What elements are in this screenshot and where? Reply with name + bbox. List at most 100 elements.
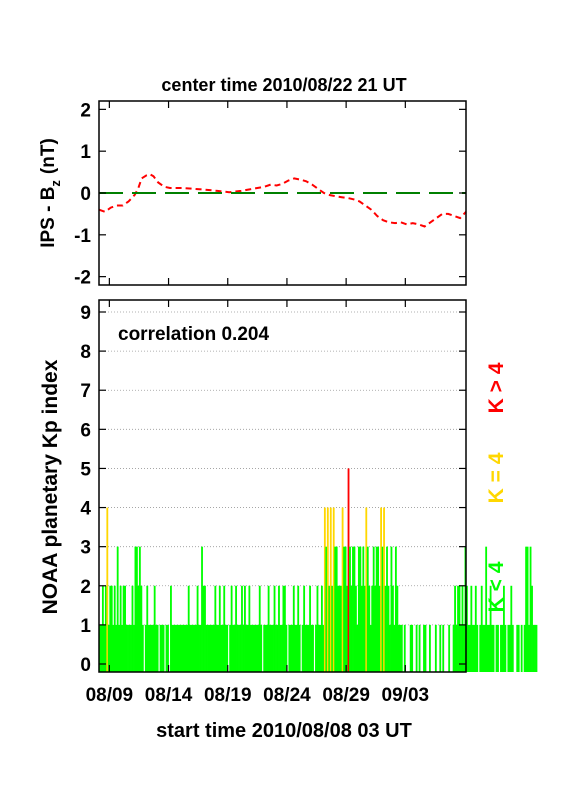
kp-bar [172,624,175,672]
kp-bar [511,624,514,672]
kp-bar [386,546,388,672]
kp-bar [252,624,255,672]
top-y-tick-label: 2 [80,100,91,121]
kp-bar [248,585,251,672]
kp-bar [387,585,390,672]
kp-bar [384,585,387,672]
kp-bar [175,624,178,672]
kp-bar [178,624,181,672]
kp-bar [192,624,195,672]
kp-bar [292,585,295,672]
kp-bar [334,546,337,672]
kp-bar [149,624,152,672]
kp-bar [155,624,158,672]
bottom-panel-bars [99,468,538,672]
kp-bar [224,624,227,672]
kp-bar [251,624,254,672]
bottom-panel-y-label: NOAA planetary Kp index [39,359,62,614]
kp-bar [491,624,493,672]
kp-bar [276,624,279,672]
kp-bar [272,624,274,672]
kp-bar [202,585,205,672]
kp-bar [174,624,177,672]
top-panel-y-label-sub: z [48,180,63,187]
kp-bar [283,585,286,672]
kp-bar [221,624,224,672]
kp-bar [201,546,203,672]
kp-bar [320,585,323,672]
kp-bar [199,624,202,672]
kp-bar [146,585,149,672]
kp-bar [230,585,233,672]
kp-bar [392,585,394,672]
bottom-y-tick-label: 1 [80,616,91,637]
kp-bar [187,585,190,672]
kp-bar [103,624,106,672]
kp-bar [517,624,520,672]
top-panel-y-label-unit: (nT) [38,138,59,174]
top-panel: center time 2010/08/22 21 UT 2 1 0 -1 -2 IPS… [38,75,467,289]
kp-bar [249,624,252,672]
kp-bar [264,624,267,672]
kp-bar [255,624,258,672]
kp-bar [389,624,391,672]
kp-bar [393,624,396,672]
bottom-x-tick-label: 09/03 [382,685,430,706]
kp-bar [452,624,455,672]
kp-bar [242,624,245,672]
kp-bar [378,585,381,672]
kp-bar [297,585,300,672]
kp-bar [211,624,214,672]
kp-bar [220,624,223,672]
kp-bar [301,624,304,672]
kp-bar [134,546,137,672]
kp-bar [473,624,476,672]
kp-bar [181,624,184,672]
kp-bar [281,624,283,672]
kp-bar [218,585,221,672]
kp-bar [523,624,526,672]
kp-bar [122,585,125,672]
kp-bar [130,624,132,672]
kp-bar [350,585,353,672]
bottom-y-tick-label: 6 [80,420,91,441]
kp-bar [346,585,348,672]
kp-bar [368,585,371,672]
kp-bar [340,585,343,672]
kp-bar [233,624,236,672]
kp-bar [171,624,174,672]
kp-bar [352,546,354,672]
kp-bar [377,546,380,672]
kp-bar [458,585,461,672]
kp-bar [400,624,403,672]
kp-bar [212,624,215,672]
kp-bar [461,585,464,672]
kp-bar [289,624,292,672]
kp-bar [360,585,363,672]
kp-bar [328,585,331,672]
kp-bar [409,624,412,672]
bottom-panel-grid [99,311,466,626]
kp-bar [529,546,532,672]
kp-bar [492,624,495,672]
kp-bar [153,585,156,672]
kp-bar [380,507,382,672]
kp-bar [184,624,187,672]
kp-bar [205,624,208,672]
kp-bar [133,624,135,672]
kp-bar [107,624,110,672]
kp-bar [204,585,206,672]
kp-bar [260,624,263,672]
bottom-panel-y-ticks: 9 8 7 6 5 4 3 2 1 0 [80,303,466,676]
kp-bar [474,585,477,672]
ips-bz-series-line [98,173,467,228]
kp-bar [128,624,131,672]
kp-bar [497,624,499,672]
kp-bar [415,624,418,672]
kp-bar [332,507,335,672]
kp-bar [326,507,329,672]
kp-bar [159,624,162,672]
kp-bar [322,624,325,672]
kp-bar [483,624,486,672]
